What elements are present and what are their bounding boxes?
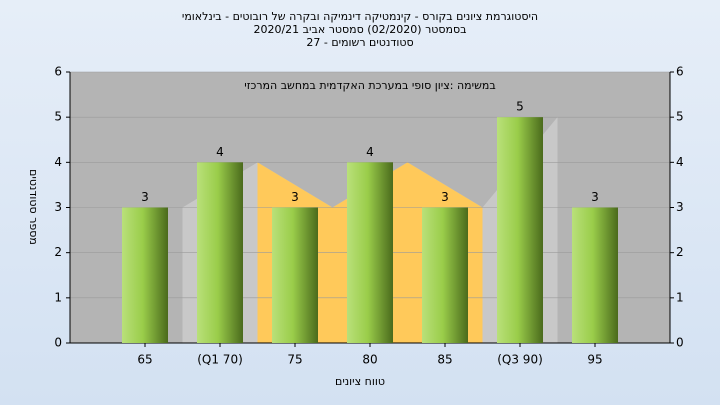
title-line: היסטוגרמת ציונים בקורס - קינמטיקה דינמיק… bbox=[182, 10, 538, 23]
data-label: 4 bbox=[216, 145, 224, 159]
y-tick-label: 4 bbox=[54, 155, 62, 169]
y-tick-label: 5 bbox=[54, 110, 62, 124]
bar bbox=[197, 162, 243, 343]
y-tick-label: 0 bbox=[54, 336, 62, 350]
bar bbox=[422, 207, 468, 343]
bar bbox=[272, 207, 318, 343]
title-line: בסמסטר (02/2020) סמסטר אביב 2020/21 bbox=[253, 23, 466, 36]
y2-tick-label: 5 bbox=[676, 110, 684, 124]
y2-tick-label: 3 bbox=[676, 200, 684, 214]
y2-tick-label: 4 bbox=[676, 155, 684, 169]
y2-tick-label: 1 bbox=[676, 290, 684, 304]
y-tick-label: 2 bbox=[54, 245, 62, 259]
bar bbox=[122, 207, 168, 343]
bar bbox=[347, 162, 393, 343]
bar bbox=[497, 117, 543, 344]
y-tick-label: 1 bbox=[54, 290, 62, 304]
x-axis-label: טווח ציונים bbox=[335, 375, 385, 388]
x-tick-label: (Q1 70) bbox=[197, 353, 243, 367]
x-tick-label: (Q3 90) bbox=[497, 353, 543, 367]
x-tick-label: 95 bbox=[587, 353, 602, 367]
x-tick-label: 85 bbox=[437, 353, 452, 367]
bar bbox=[572, 207, 618, 343]
data-label: 3 bbox=[591, 190, 599, 204]
data-label: 5 bbox=[516, 100, 524, 114]
y2-tick-label: 2 bbox=[676, 245, 684, 259]
x-tick-label: 80 bbox=[362, 353, 377, 367]
data-label: 4 bbox=[366, 145, 374, 159]
y-tick-label: 3 bbox=[54, 200, 62, 214]
y2-tick-label: 6 bbox=[676, 65, 684, 79]
x-tick-label: 75 bbox=[287, 353, 302, 367]
data-label: 3 bbox=[291, 190, 299, 204]
subtitle: במשימה :ציון סופי במערכת האקדמית במחשב ה… bbox=[244, 79, 495, 92]
y-tick-label: 6 bbox=[54, 65, 62, 79]
y-axis-label: מספר סטודנטים bbox=[27, 169, 40, 245]
x-tick-label: 65 bbox=[137, 353, 152, 367]
y2-tick-label: 0 bbox=[676, 336, 684, 350]
title-line: סטודנטים רשומים - 27 bbox=[306, 36, 413, 49]
data-label: 3 bbox=[441, 190, 449, 204]
data-label: 3 bbox=[141, 190, 149, 204]
